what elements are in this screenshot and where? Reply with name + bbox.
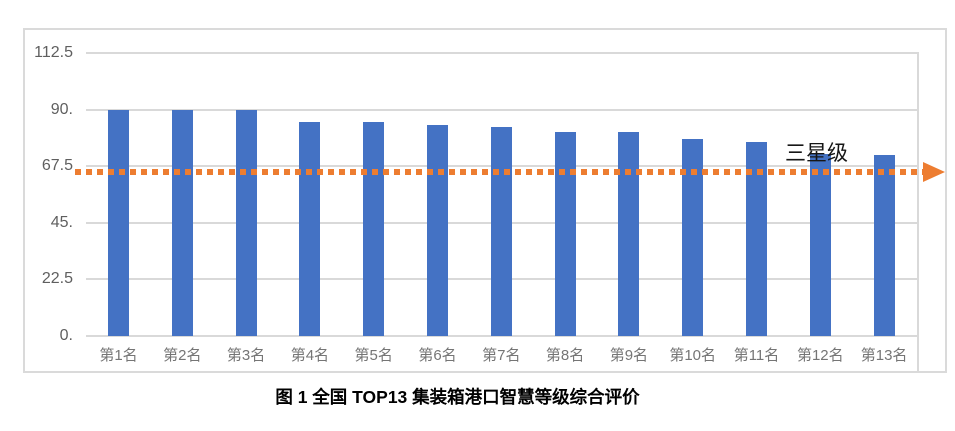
x-tick-label: 第10名 — [669, 347, 717, 364]
figure-caption: 图 1 全国 TOP13 集装箱港口智慧等级综合评价 — [275, 387, 640, 407]
y-tick-label: 67.5 — [41, 157, 73, 175]
bar-2 — [171, 109, 193, 336]
x-tick-label: 第5名 — [354, 347, 393, 364]
gridline — [86, 52, 917, 54]
chart-panel: 0. 22.5 45. 67.5 90. 112.5 第1名 第2名 第3名 第4名 第5名 第6名 第… — [23, 28, 947, 373]
x-tick-label: 第3名 — [226, 347, 266, 364]
x-tick-label: 第12名 — [796, 347, 844, 364]
x-tick-label: 第7名 — [482, 347, 521, 364]
bar-9 — [618, 132, 640, 336]
x-tick-label: 第6名 — [418, 347, 457, 364]
x-tick-label: 第9名 — [609, 347, 649, 364]
x-tick-label: 第1名 — [99, 347, 138, 364]
y-tick-label: 90. — [50, 100, 73, 118]
bar-6 — [427, 124, 448, 336]
gridline — [86, 335, 917, 337]
x-tick-label: 第8名 — [545, 347, 585, 364]
bar-11 — [746, 142, 767, 336]
bar-12 — [809, 153, 831, 336]
x-tick-label: 第2名 — [163, 347, 202, 364]
arrow-right-icon — [923, 162, 945, 183]
y-tick-label: 0. — [59, 327, 73, 344]
y-tick-label: 22.5 — [41, 270, 73, 288]
bar-8 — [554, 132, 576, 336]
y-tick-label: 112.5 — [34, 44, 73, 61]
bar-10 — [682, 138, 704, 336]
x-tick-label: 第4名 — [290, 347, 330, 364]
plot-right-border — [917, 52, 919, 371]
threshold-line — [75, 169, 923, 176]
x-tick-label: 第11名 — [733, 347, 780, 364]
bar-13 — [873, 154, 895, 336]
bar-3 — [235, 109, 257, 336]
bar-4 — [299, 122, 321, 336]
x-tick-label: 第13名 — [860, 347, 908, 364]
gridline — [86, 108, 917, 111]
bar-5 — [363, 122, 385, 336]
y-tick-label: 45. — [50, 213, 73, 231]
bar-1 — [108, 109, 129, 336]
bar-7 — [490, 127, 512, 336]
threshold-label: 三星级 — [785, 142, 848, 166]
